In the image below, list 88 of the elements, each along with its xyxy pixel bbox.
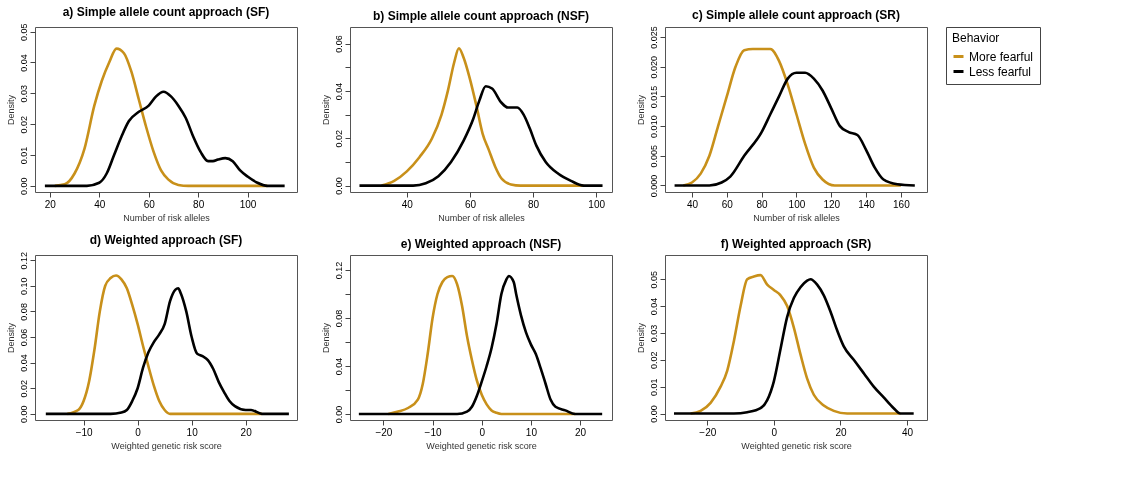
x-tick-label: 60 <box>464 198 477 210</box>
x-tick-label: 0 <box>135 426 142 438</box>
x-tick-label: 160 <box>893 198 911 210</box>
y-axis-title: Density <box>320 322 331 354</box>
line-series <box>43 90 286 188</box>
y-tick-label: 0.00 <box>18 177 29 196</box>
x-tick-label: 40 <box>94 198 106 210</box>
x-tick-label: 100 <box>588 198 606 210</box>
y-tick-label: 0.01 <box>648 378 659 396</box>
y-axis-title: Density <box>320 94 331 126</box>
y-tick-label: 0.02 <box>18 379 29 398</box>
x-axis-title: Number of risk alleles <box>123 212 211 223</box>
x-tick-label: −10 <box>424 426 442 438</box>
y-tick-label: 0.08 <box>18 303 29 321</box>
y-tick-label: 0.12 <box>18 251 29 270</box>
x-axis-title: Number of risk alleles <box>753 212 841 223</box>
legend-label: Less fearful <box>969 64 1032 79</box>
x-tick-label: 40 <box>401 198 414 210</box>
x-axis-title: Number of risk alleles <box>438 212 526 223</box>
chart-title: b) Simple allele count approach (NSF) <box>372 9 590 23</box>
x-axis-title: Weighted genetic risk score <box>426 440 537 451</box>
y-tick-label: 0.04 <box>333 357 344 376</box>
x-tick-label: −10 <box>75 426 94 438</box>
x-tick-label: 20 <box>44 198 57 210</box>
x-tick-label: 60 <box>721 198 734 210</box>
y-tick-label: 0.08 <box>333 309 344 328</box>
y-tick-label: 0.01 <box>18 146 29 165</box>
x-tick-label: 60 <box>143 198 156 210</box>
chart-title: c) Simple allele count approach (SR) <box>691 7 901 22</box>
y-tick-label: 0.03 <box>18 85 29 103</box>
line-series <box>44 287 291 416</box>
chart-title: e) Weighted approach (NSF) <box>400 237 562 251</box>
y-tick-label: 0.005 <box>648 145 659 168</box>
y-tick-label: 0.025 <box>648 26 659 49</box>
y-tick-label: 0.02 <box>648 351 659 370</box>
x-tick-label: 80 <box>193 198 205 210</box>
x-axis-title: Weighted genetic risk score <box>741 440 852 451</box>
legend-title: Behavior <box>952 31 1000 45</box>
x-tick-label: 20 <box>240 426 253 438</box>
x-tick-label: 120 <box>823 198 841 210</box>
x-tick-label: 0 <box>771 426 778 438</box>
y-tick-label: 0.015 <box>648 85 659 109</box>
x-tick-label: 10 <box>525 426 538 438</box>
y-tick-label: 0.04 <box>18 354 29 372</box>
y-axis-title: Density <box>5 322 16 354</box>
y-tick-label: 0.00 <box>18 405 29 424</box>
y-axis-title: Density <box>635 322 646 354</box>
y-tick-label: 0.06 <box>18 328 29 347</box>
y-tick-label: 0.06 <box>333 35 344 53</box>
y-tick-label: 0.00 <box>648 405 659 423</box>
y-tick-label: 0.010 <box>648 115 659 138</box>
line-series <box>357 274 604 416</box>
chart-title: f) Weighted approach (SR) <box>720 237 872 251</box>
y-tick-label: 0.000 <box>648 174 659 198</box>
y-tick-label: 0.02 <box>18 115 29 134</box>
line-series <box>358 84 604 187</box>
y-tick-label: 0.02 <box>333 130 344 148</box>
x-tick-label: 40 <box>686 198 699 210</box>
x-tick-label: 100 <box>788 198 806 210</box>
y-tick-label: 0.04 <box>18 54 29 72</box>
y-tick-label: 0.10 <box>18 277 29 296</box>
x-tick-label: 100 <box>239 198 257 210</box>
x-tick-label: 80 <box>528 198 540 210</box>
chart-title: d) Weighted approach (SF) <box>89 233 243 248</box>
y-tick-label: 0.04 <box>648 297 659 316</box>
x-tick-label: 140 <box>858 198 876 210</box>
x-tick-label: 40 <box>901 426 914 438</box>
x-tick-label: 80 <box>756 198 769 210</box>
y-tick-label: 0.05 <box>18 23 29 41</box>
x-axis-title: Weighted genetic risk score <box>111 440 222 451</box>
x-tick-label: 20 <box>835 426 847 438</box>
x-tick-label: −20 <box>375 426 393 438</box>
chart-title: a) Simple allele count approach (SF) <box>62 4 270 19</box>
y-axis-title: Density <box>635 94 646 126</box>
y-tick-label: 0.12 <box>333 261 344 280</box>
x-tick-label: 20 <box>574 426 587 438</box>
y-tick-label: 0.05 <box>648 270 659 289</box>
line-series <box>673 71 917 187</box>
y-tick-label: 0.00 <box>333 177 344 195</box>
y-tick-label: 0.03 <box>648 324 659 343</box>
x-tick-label: −20 <box>699 426 717 438</box>
x-tick-label: 0 <box>479 426 486 438</box>
x-tick-label: 10 <box>186 426 199 438</box>
y-tick-label: 0.020 <box>648 56 659 79</box>
y-tick-label: 0.04 <box>333 82 344 101</box>
legend-label: More fearful <box>969 49 1034 64</box>
y-axis-title: Density <box>5 94 16 126</box>
y-tick-label: 0.00 <box>333 405 344 424</box>
